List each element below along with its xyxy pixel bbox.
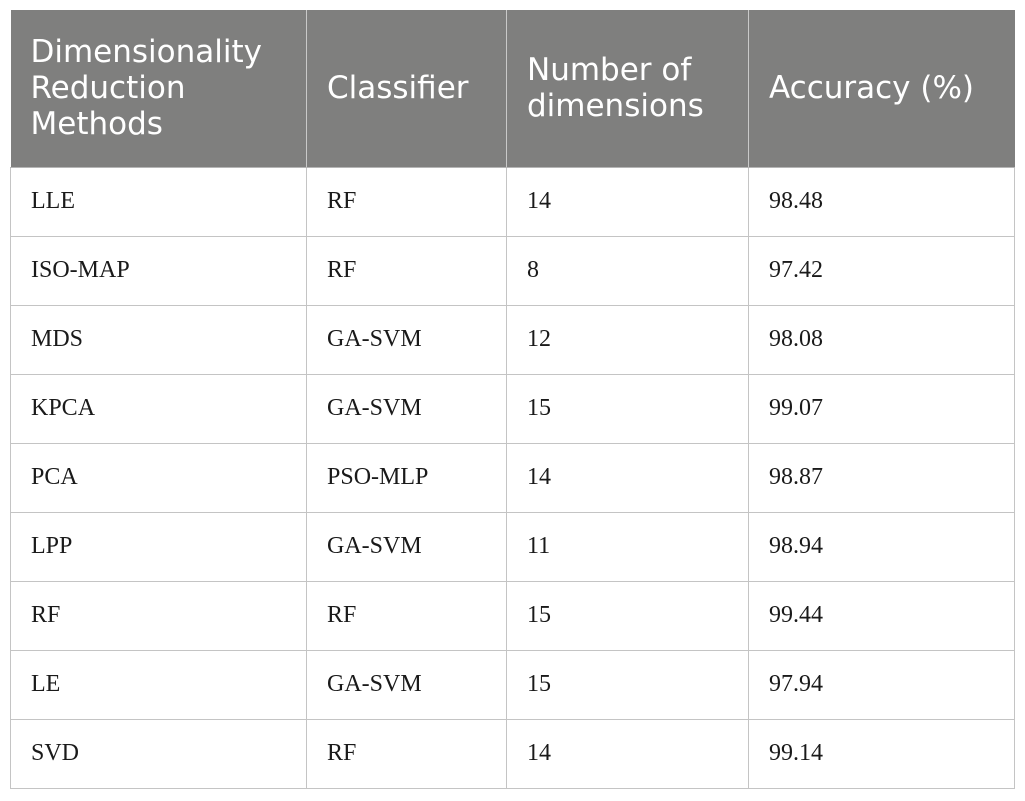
table-body: LLE RF 14 98.48 ISO-MAP RF 8 97.42 MDS G… — [10, 167, 1015, 789]
table-row: RF RF 15 99.44 — [10, 580, 1015, 651]
header-cell-accuracy: Accuracy (%) — [748, 10, 1015, 168]
table-row: LPP GA-SVM 11 98.94 — [10, 511, 1015, 582]
results-table-container: Dimensionality Reduction Methods Classif… — [10, 10, 1015, 789]
header-cell-method: Dimensionality Reduction Methods — [10, 10, 307, 168]
cell-method: KPCA — [10, 373, 307, 444]
cell-method: LPP — [10, 511, 307, 582]
cell-method: MDS — [10, 304, 307, 375]
cell-method: ISO-MAP — [10, 235, 307, 306]
cell-accuracy: 99.44 — [748, 580, 1015, 651]
table-header: Dimensionality Reduction Methods Classif… — [10, 10, 1015, 168]
table-row: LE GA-SVM 15 97.94 — [10, 649, 1015, 720]
cell-accuracy: 98.08 — [748, 304, 1015, 375]
cell-dimensions: 15 — [506, 580, 749, 651]
table-row: PCA PSO-MLP 14 98.87 — [10, 442, 1015, 513]
cell-classifier: RF — [306, 580, 507, 651]
cell-method: LLE — [10, 167, 307, 237]
cell-method: LE — [10, 649, 307, 720]
cell-dimensions: 14 — [506, 442, 749, 513]
cell-dimensions: 15 — [506, 649, 749, 720]
table-row: ISO-MAP RF 8 97.42 — [10, 235, 1015, 306]
cell-method: SVD — [10, 718, 307, 789]
cell-dimensions: 8 — [506, 235, 749, 306]
cell-classifier: RF — [306, 718, 507, 789]
cell-classifier: RF — [306, 167, 507, 237]
cell-accuracy: 98.87 — [748, 442, 1015, 513]
cell-accuracy: 99.14 — [748, 718, 1015, 789]
cell-method: RF — [10, 580, 307, 651]
header-cell-classifier: Classifier — [306, 10, 507, 168]
cell-classifier: RF — [306, 235, 507, 306]
cell-classifier: GA-SVM — [306, 304, 507, 375]
cell-dimensions: 11 — [506, 511, 749, 582]
cell-classifier: GA-SVM — [306, 511, 507, 582]
cell-dimensions: 12 — [506, 304, 749, 375]
cell-accuracy: 97.94 — [748, 649, 1015, 720]
table-row: SVD RF 14 99.14 — [10, 718, 1015, 789]
header-row: Dimensionality Reduction Methods Classif… — [10, 10, 1015, 168]
cell-accuracy: 98.48 — [748, 167, 1015, 237]
table-row: MDS GA-SVM 12 98.08 — [10, 304, 1015, 375]
cell-dimensions: 15 — [506, 373, 749, 444]
cell-classifier: GA-SVM — [306, 649, 507, 720]
cell-classifier: PSO-MLP — [306, 442, 507, 513]
cell-dimensions: 14 — [506, 167, 749, 237]
cell-method: PCA — [10, 442, 307, 513]
cell-dimensions: 14 — [506, 718, 749, 789]
cell-accuracy: 97.42 — [748, 235, 1015, 306]
results-table: Dimensionality Reduction Methods Classif… — [10, 10, 1015, 789]
table-row: KPCA GA-SVM 15 99.07 — [10, 373, 1015, 444]
cell-classifier: GA-SVM — [306, 373, 507, 444]
header-cell-dimensions: Number of dimensions — [506, 10, 749, 168]
cell-accuracy: 99.07 — [748, 373, 1015, 444]
table-row: LLE RF 14 98.48 — [10, 167, 1015, 237]
cell-accuracy: 98.94 — [748, 511, 1015, 582]
